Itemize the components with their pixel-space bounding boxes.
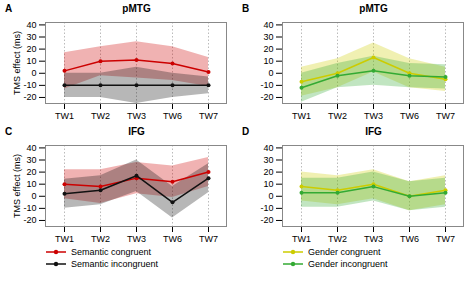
svg-text:30: 30 [263,32,273,42]
svg-text:TW7: TW7 [436,234,455,244]
svg-text:0: 0 [268,68,273,78]
svg-text:TW2: TW2 [91,234,110,244]
html-text:Gender incongruent: Gender incongruent [308,259,388,269]
svg-text:TW7: TW7 [436,111,455,121]
svg-text:-20: -20 [260,92,273,102]
svg-text:-10: -10 [23,203,36,213]
svg-text:10: 10 [26,179,36,189]
svg-text:0: 0 [31,191,36,201]
svg-text:40: 40 [263,143,273,153]
svg-text:30: 30 [26,155,36,165]
svg-text:30: 30 [26,32,36,42]
html-text:pMTG: pMTG [122,3,151,14]
svg-text:-20: -20 [23,215,36,225]
html-text:A: A [5,3,13,14]
svg-text:TW2: TW2 [328,111,347,121]
svg-text:-20: -20 [23,92,36,102]
svg-text:TW6: TW6 [163,234,182,244]
svg-text:TW1: TW1 [55,111,74,121]
html-text:IFG: IFG [365,126,382,137]
svg-text:TW3: TW3 [127,234,146,244]
svg-text:-10: -10 [260,203,273,213]
html-text:D: D [242,126,250,137]
html-text:Semantic incongruent: Semantic incongruent [71,259,159,269]
svg-text:TW3: TW3 [364,234,383,244]
svg-text:20: 20 [263,167,273,177]
svg-text:TW1: TW1 [55,234,74,244]
html-text:IFG: IFG [128,126,145,137]
svg-text:30: 30 [263,155,273,165]
svg-text:10: 10 [263,179,273,189]
svg-text:TW6: TW6 [163,111,182,121]
html-text:B: B [242,3,250,14]
svg-text:-20: -20 [260,215,273,225]
svg-text:TMS effect (ms): TMS effect (ms) [12,31,22,95]
svg-text:-10: -10 [23,80,36,90]
svg-text:TW3: TW3 [364,111,383,121]
svg-text:-10: -10 [260,80,273,90]
svg-text:TW1: TW1 [292,111,311,121]
html-text:Semantic congruent: Semantic congruent [71,247,151,257]
svg-text:0: 0 [31,68,36,78]
svg-text:TW3: TW3 [127,111,146,121]
svg-text:40: 40 [26,143,36,153]
svg-text:TW6: TW6 [400,234,419,244]
svg-text:TW6: TW6 [400,111,419,121]
svg-text:40: 40 [263,20,273,30]
svg-text:TW7: TW7 [199,111,218,121]
html-text:Gender congruent: Gender congruent [308,247,381,257]
svg-text:0: 0 [268,191,273,201]
svg-text:TW1: TW1 [292,234,311,244]
svg-text:10: 10 [26,56,36,66]
svg-text:TMS effect (ms): TMS effect (ms) [12,154,22,218]
svg-text:TW7: TW7 [199,234,218,244]
svg-text:40: 40 [26,20,36,30]
html-text:pMTG: pMTG [359,3,388,14]
svg-text:20: 20 [26,44,36,54]
svg-text:20: 20 [26,167,36,177]
svg-text:TW2: TW2 [328,234,347,244]
svg-text:TW2: TW2 [91,111,110,121]
html-text:C: C [5,126,13,137]
svg-text:10: 10 [263,56,273,66]
svg-text:20: 20 [263,44,273,54]
